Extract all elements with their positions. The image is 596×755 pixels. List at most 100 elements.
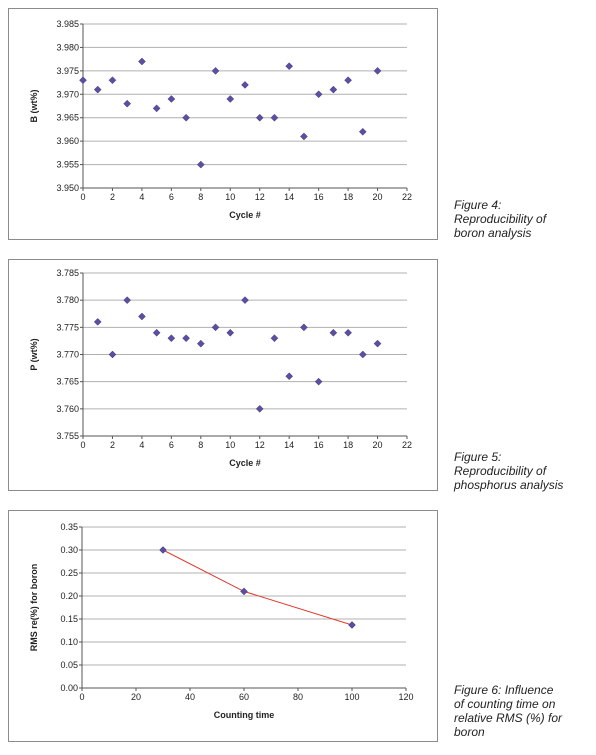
data-point: [196, 339, 205, 348]
data-point: [300, 323, 308, 332]
x-tick-label: 14: [284, 192, 294, 202]
x-tick-label: 20: [373, 440, 383, 450]
x-tick-label: 20: [373, 192, 383, 202]
data-point: [285, 62, 294, 71]
data-point: [93, 318, 102, 326]
y-tick-label: 3.755: [56, 431, 79, 441]
x-tick-label: 16: [314, 192, 324, 202]
y-tick-label: 3.975: [56, 66, 79, 76]
x-axis-title: Cycle #: [229, 458, 261, 468]
y-tick-label: 3.765: [56, 377, 79, 387]
data-point: [167, 95, 176, 103]
y-tick-label: 0.05: [60, 660, 78, 670]
data-point: [226, 95, 235, 103]
x-tick-label: 6: [169, 440, 174, 450]
data-point: [182, 334, 190, 343]
x-tick-label: 12: [255, 192, 265, 202]
chart-counting-time-rms: 0.00 0.05 0.10 0.15 0.20 0.25 0.30 0.35 0 20 40 60 8…: [8, 510, 438, 742]
data-point: [285, 372, 294, 381]
data-point: [226, 328, 235, 337]
y-tick-label: 3.985: [56, 19, 79, 29]
data-point: [108, 350, 117, 359]
figure-5-caption: Figure 5: Reproducibility of phosphorus …: [454, 450, 564, 492]
y-axis-title: B (wt%): [29, 90, 39, 123]
data-point: [196, 160, 205, 169]
data-point: [344, 76, 352, 85]
y-tick-label: 3.960: [56, 136, 79, 146]
x-tick-label: 4: [139, 192, 144, 202]
y-tick-label: 0.35: [60, 522, 78, 532]
data-point: [93, 85, 102, 94]
figure-6-caption: Figure 6: Influence of counting time on …: [454, 683, 563, 739]
x-tick-label: 0: [80, 192, 85, 202]
data-point: [182, 113, 190, 122]
x-tick-label: 2: [110, 440, 115, 450]
data-point: [108, 76, 117, 85]
y-tick-label: 3.775: [56, 322, 79, 332]
data-point: [211, 67, 220, 75]
chart-phosphorus-reproducibility: 3.755 3.760 3.765 3.770 3.775 3.780 3.785 0 2 4 6 8…: [8, 259, 438, 491]
x-tick-label: 100: [344, 692, 359, 702]
data-point: [79, 76, 87, 85]
x-tick-label: 8: [198, 440, 203, 450]
y-tick-label: 3.785: [56, 268, 79, 278]
data-point: [152, 328, 161, 337]
chart-boron-reproducibility: 3.950 3.955 3.960 3.965 3.970 3.975 3.980 3.985…: [8, 8, 438, 240]
y-tick-label: 3.965: [56, 113, 79, 123]
chart-3-svg: 0.00 0.05 0.10 0.15 0.20 0.25 0.30 0.35 0 20 40 60 8…: [29, 522, 414, 720]
data-point: [314, 90, 323, 99]
y-tick-label: 0.10: [60, 637, 78, 647]
data-point: [348, 621, 356, 629]
x-tick-label: 20: [131, 692, 141, 702]
y-tick-label: 0.30: [60, 545, 78, 555]
data-point: [211, 323, 220, 332]
data-point: [329, 328, 338, 337]
data-point: [159, 546, 167, 554]
data-point: [123, 99, 132, 108]
y-tick-label: 3.970: [56, 89, 79, 99]
x-tick-label: 0: [79, 692, 84, 702]
data-point: [152, 104, 161, 113]
x-tick-label: 22: [402, 440, 412, 450]
data-point: [138, 312, 146, 321]
data-point: [240, 587, 248, 596]
data-point: [373, 339, 382, 348]
data-point: [358, 350, 367, 359]
x-tick-label: 16: [314, 440, 324, 450]
x-tick-label: 14: [284, 440, 294, 450]
y-tick-label: 0.15: [60, 614, 78, 624]
x-tick-label: 4: [139, 440, 144, 450]
data-point: [373, 67, 382, 75]
data-point: [138, 57, 146, 66]
data-point: [270, 113, 279, 122]
chart-2-svg: 3.755 3.760 3.765 3.770 3.775 3.780 3.785 0 2 4 6 8…: [29, 268, 412, 468]
data-point: [314, 377, 323, 386]
data-point: [241, 296, 249, 305]
y-tick-label: 3.980: [56, 42, 79, 52]
series-line: [162, 549, 353, 626]
x-tick-label: 18: [343, 192, 353, 202]
y-tick-label: 0.20: [60, 591, 78, 601]
data-point: [167, 334, 176, 343]
data-point: [329, 85, 338, 94]
y-tick-label: 3.760: [56, 404, 79, 414]
x-tick-label: 8: [198, 192, 203, 202]
y-tick-label: 3.950: [56, 183, 79, 193]
data-point: [255, 404, 264, 413]
data-point: [241, 81, 249, 89]
y-axis-title: RMS re(%) for boron: [29, 564, 39, 652]
x-tick-label: 60: [239, 692, 249, 702]
x-tick-label: 10: [225, 440, 235, 450]
data-point: [300, 132, 308, 141]
x-tick-label: 22: [402, 192, 412, 202]
y-tick-label: 0.00: [60, 683, 78, 693]
x-tick-label: 6: [169, 192, 174, 202]
y-tick-label: 3.780: [56, 295, 79, 305]
data-point: [123, 296, 132, 305]
y-axis-title: P (wt%): [29, 338, 39, 370]
data-point: [344, 328, 352, 337]
x-tick-label: 18: [343, 440, 353, 450]
x-axis-title: Cycle #: [229, 210, 261, 220]
data-point: [270, 334, 279, 343]
x-tick-label: 120: [398, 692, 413, 702]
